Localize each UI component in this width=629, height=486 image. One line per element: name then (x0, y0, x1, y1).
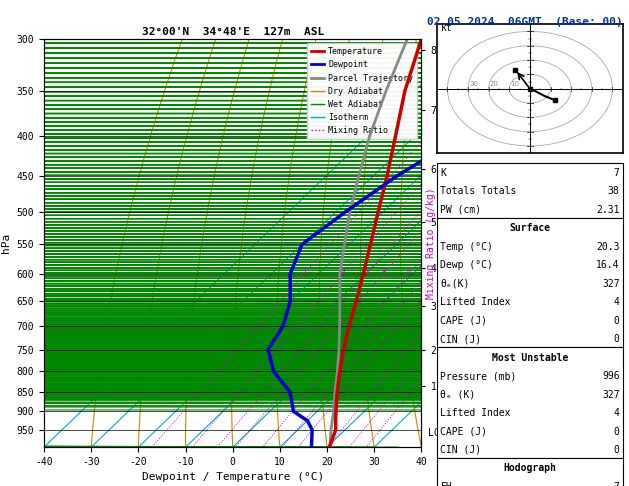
Text: 0: 0 (614, 427, 620, 436)
Text: 4: 4 (614, 297, 620, 307)
Text: 4: 4 (381, 268, 386, 274)
Y-axis label: km
ASL: km ASL (442, 232, 459, 254)
Text: CAPE (J): CAPE (J) (440, 316, 487, 326)
Text: Mixing Ratio (g/kg): Mixing Ratio (g/kg) (426, 187, 436, 299)
Text: EH: EH (440, 482, 452, 486)
Y-axis label: hPa: hPa (1, 233, 11, 253)
Text: 0: 0 (614, 445, 620, 455)
Text: K: K (440, 168, 446, 178)
Text: 1: 1 (302, 268, 306, 274)
Text: 20.3: 20.3 (596, 242, 620, 252)
Text: 7: 7 (614, 168, 620, 178)
Text: Dewp (°C): Dewp (°C) (440, 260, 493, 270)
Text: Hodograph: Hodograph (503, 464, 557, 473)
Text: kt: kt (442, 23, 453, 34)
Text: θₑ (K): θₑ (K) (440, 390, 476, 399)
Text: 6: 6 (406, 268, 411, 274)
Text: Temp (°C): Temp (°C) (440, 242, 493, 252)
Text: 16.4: 16.4 (596, 260, 620, 270)
Text: 7: 7 (614, 482, 620, 486)
Text: CIN (J): CIN (J) (440, 445, 481, 455)
Text: 327: 327 (602, 279, 620, 289)
Text: © weatheronline.co.uk: © weatheronline.co.uk (473, 472, 577, 481)
Text: 2.31: 2.31 (596, 205, 620, 215)
Text: 30: 30 (469, 81, 478, 87)
Text: 3: 3 (364, 268, 368, 274)
Text: Lifted Index: Lifted Index (440, 408, 511, 418)
Text: 20: 20 (490, 81, 499, 87)
Text: Lifted Index: Lifted Index (440, 297, 511, 307)
Text: 996: 996 (602, 371, 620, 381)
Text: 02.05.2024  06GMT  (Base: 00): 02.05.2024 06GMT (Base: 00) (427, 17, 623, 27)
Text: 10: 10 (510, 81, 520, 87)
Title: 32°00'N  34°48'E  127m  ASL: 32°00'N 34°48'E 127m ASL (142, 27, 324, 37)
Text: CIN (J): CIN (J) (440, 334, 481, 344)
Text: Totals Totals: Totals Totals (440, 187, 516, 196)
Text: Surface: Surface (509, 224, 550, 233)
Legend: Temperature, Dewpoint, Parcel Trajectory, Dry Adiabat, Wet Adiabat, Isotherm, Mi: Temperature, Dewpoint, Parcel Trajectory… (307, 43, 417, 139)
Text: LCL: LCL (428, 428, 446, 438)
Text: 327: 327 (602, 390, 620, 399)
Text: 0: 0 (614, 316, 620, 326)
Text: 4: 4 (614, 408, 620, 418)
Text: Pressure (mb): Pressure (mb) (440, 371, 516, 381)
Text: Most Unstable: Most Unstable (492, 353, 568, 363)
Text: 0: 0 (614, 334, 620, 344)
X-axis label: Dewpoint / Temperature (°C): Dewpoint / Temperature (°C) (142, 472, 324, 483)
Text: 2: 2 (340, 268, 345, 274)
Text: CAPE (J): CAPE (J) (440, 427, 487, 436)
Text: θₑ(K): θₑ(K) (440, 279, 470, 289)
Text: PW (cm): PW (cm) (440, 205, 481, 215)
Text: 38: 38 (608, 187, 620, 196)
